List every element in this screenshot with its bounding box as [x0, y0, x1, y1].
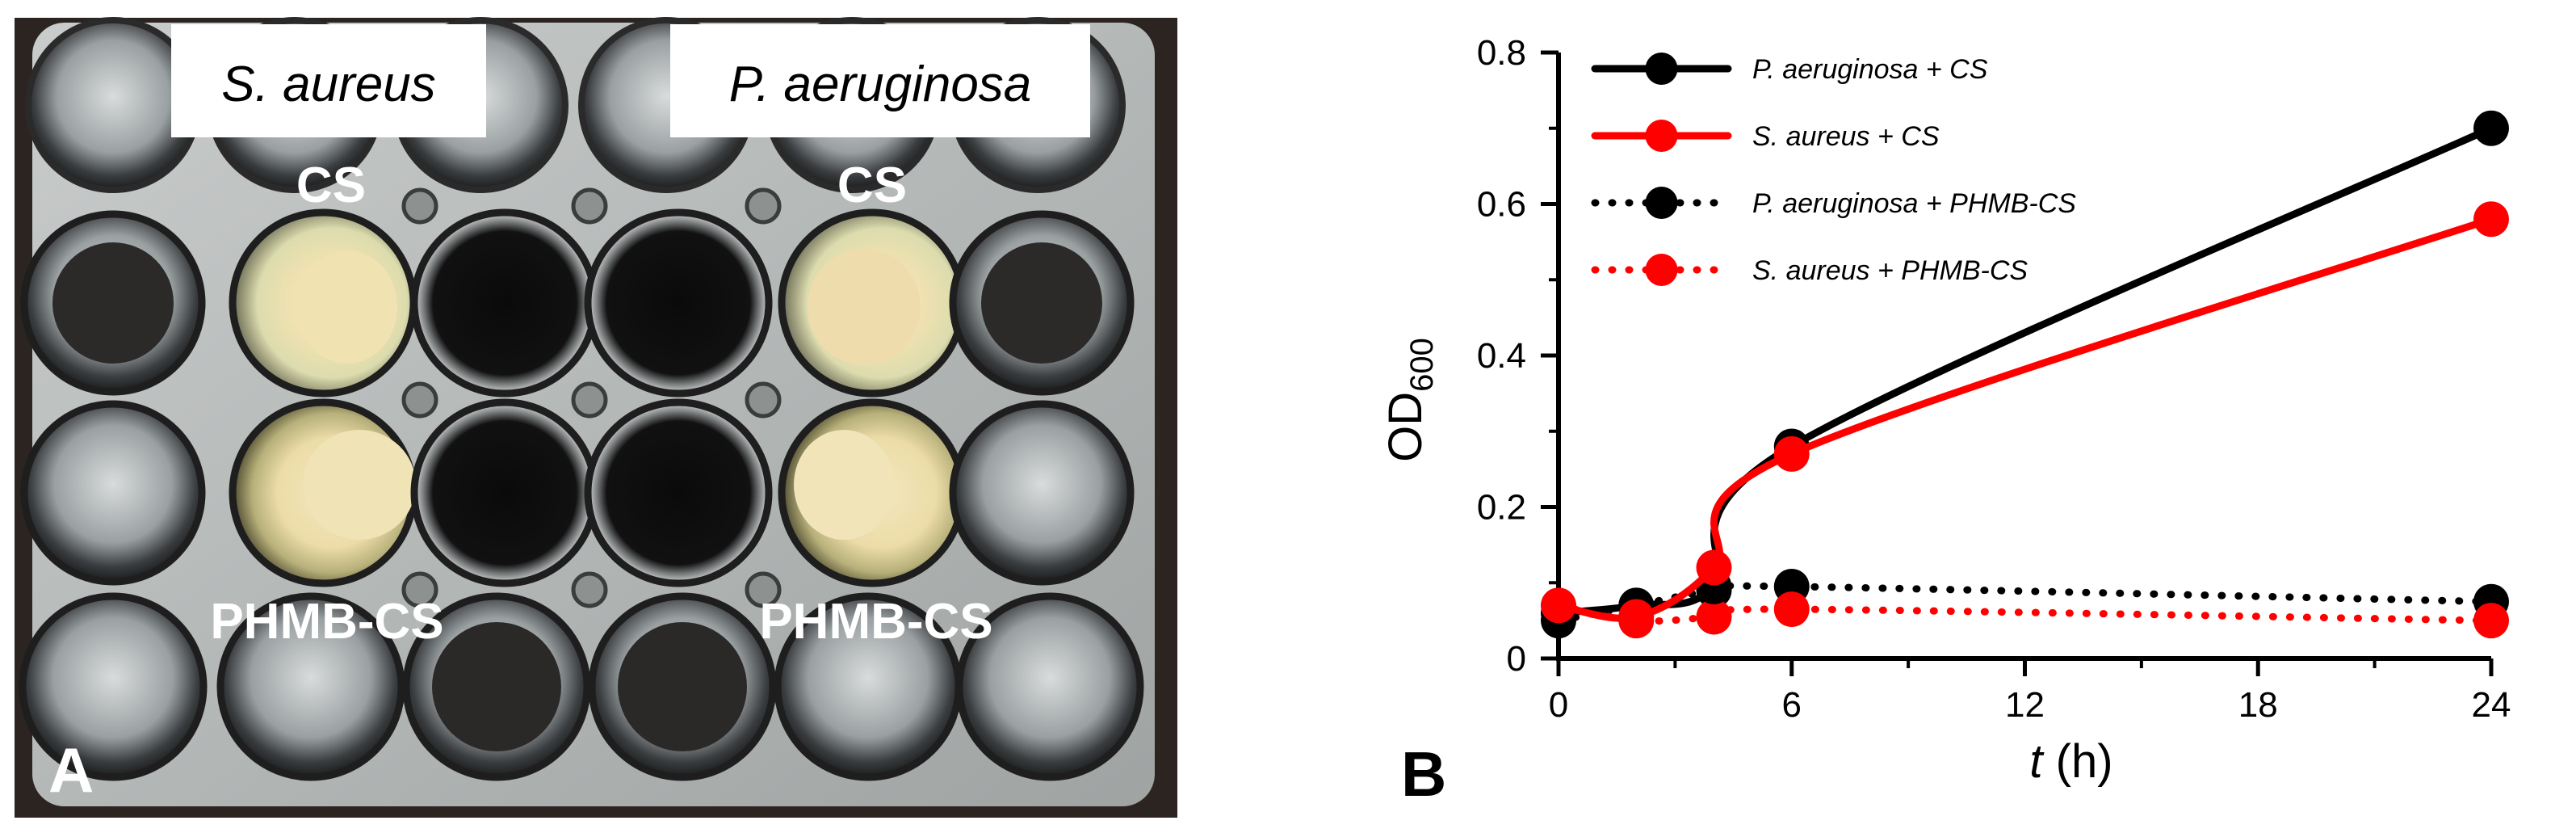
plate-connector-rings [401, 187, 782, 608]
y-tick-label: 0.4 [1477, 336, 1526, 376]
p-aeruginosa-label-box [670, 24, 1090, 137]
cs-label-right: CS [837, 158, 907, 213]
y-tick-label: 0.2 [1477, 488, 1526, 528]
panel-letter-a: A [48, 734, 94, 806]
phmb-cs-label-left: PHMB-CS [210, 594, 443, 650]
x-axis-label-variable: t [2029, 735, 2045, 788]
y-tick-label: 0.8 [1477, 33, 1526, 73]
y-axis-label-main: OD [1379, 392, 1432, 462]
x-tick-label: 0 [1549, 685, 1568, 725]
y-axis-label: OD600 [1379, 338, 1440, 462]
well-row-2 [20, 208, 1135, 398]
data-point-s-aureus-cs [1618, 599, 1655, 635]
legend: P. aeruginosa + CS S. aureus + CS P. aerug… [1591, 53, 2076, 286]
p-aeruginosa-label: P. aeruginosa [729, 57, 1032, 112]
well-plate-photo: S. aureus P. aeruginosa CS CS PHMB-CS PH… [0, 0, 1179, 833]
cs-label-left: CS [296, 158, 366, 213]
s-aureus-label-box [171, 24, 486, 137]
well-row-4 [19, 592, 1144, 781]
data-point-s-aureus-cs [1541, 587, 1576, 624]
data-point-s-aureus-phmb-cs [1696, 599, 1732, 635]
svg-text:OD600: OD600 [1379, 338, 1440, 462]
legend-marker-s-aureus-phmb-cs [1645, 254, 1678, 286]
x-ticks: 0 6 12 18 24 [1549, 658, 2511, 725]
legend-marker-p-aeruginosa-cs [1645, 53, 1678, 85]
legend-label-p-aeruginosa-phmb-cs: P. aeruginosa + PHMB-CS [1752, 188, 2076, 219]
legend-marker-s-aureus-cs [1645, 120, 1678, 152]
x-axis-label: t (h) [2029, 735, 2112, 788]
panel-b-chart: 0 0.2 0.4 0.6 0.8 0 6 12 18 24 OD600 t (h) P. ae… [1179, 0, 2576, 833]
data-point-p-aeruginosa-cs [2473, 110, 2509, 146]
x-tick-label: 12 [2005, 685, 2045, 725]
series-layer [1541, 110, 2509, 639]
growth-curve-chart: 0 0.2 0.4 0.6 0.8 0 6 12 18 24 OD600 t (h) P. ae… [1379, 33, 2511, 810]
legend-marker-p-aeruginosa-phmb-cs [1645, 187, 1678, 219]
x-tick-label: 6 [1782, 685, 1802, 725]
y-tick-label: 0 [1507, 639, 1526, 679]
x-axis-label-unit: (h) [2056, 735, 2113, 788]
phmb-cs-label-right: PHMB-CS [759, 594, 992, 650]
legend-label-s-aureus-phmb-cs: S. aureus + PHMB-CS [1752, 255, 2028, 286]
data-point-s-aureus-cs [2473, 201, 2509, 238]
x-tick-label: 24 [2472, 685, 2511, 725]
legend-label-s-aureus-cs: S. aureus + CS [1752, 121, 1940, 152]
series-line-s-aureus-phmb-cs [1554, 601, 2495, 625]
data-point-s-aureus-cs [1773, 435, 1810, 472]
data-point-s-aureus-phmb-cs [1773, 591, 1810, 628]
y-tick-label: 0.6 [1477, 185, 1526, 225]
panel-letter-b: B [1401, 738, 1446, 810]
well-row-3 [20, 398, 1135, 587]
data-point-s-aureus-cs [1696, 549, 1732, 586]
s-aureus-label: S. aureus [221, 57, 435, 112]
legend-label-p-aeruginosa-cs: P. aeruginosa + CS [1752, 54, 1988, 85]
series-line-p-aeruginosa-phmb-cs [1554, 582, 2495, 625]
panel-a-photo: S. aureus P. aeruginosa CS CS PHMB-CS PH… [0, 0, 1179, 833]
y-axis-label-subscript: 600 [1404, 338, 1440, 392]
x-tick-label: 18 [2238, 685, 2278, 725]
y-ticks: 0 0.2 0.4 0.6 0.8 [1477, 33, 1559, 679]
data-point-s-aureus-phmb-cs [2473, 603, 2509, 639]
